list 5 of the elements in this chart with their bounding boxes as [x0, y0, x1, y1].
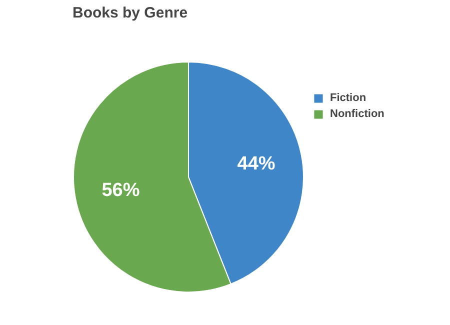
data-label: 56% [102, 180, 140, 201]
chart-title: Books by Genre [72, 4, 188, 22]
data-label: 44% [237, 153, 276, 174]
legend-label: Nonfiction [330, 108, 384, 120]
legend-label: Fiction [330, 92, 366, 104]
